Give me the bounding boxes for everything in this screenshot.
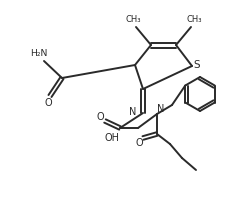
Text: O: O (96, 112, 104, 122)
Text: CH₃: CH₃ (186, 14, 202, 23)
Text: H₂N: H₂N (30, 48, 48, 57)
Text: O: O (44, 98, 52, 108)
Text: OH: OH (104, 133, 120, 143)
Text: S: S (194, 60, 200, 70)
Text: CH₃: CH₃ (125, 14, 141, 23)
Text: O: O (135, 138, 143, 148)
Text: N: N (129, 107, 137, 117)
Text: N: N (157, 104, 165, 114)
